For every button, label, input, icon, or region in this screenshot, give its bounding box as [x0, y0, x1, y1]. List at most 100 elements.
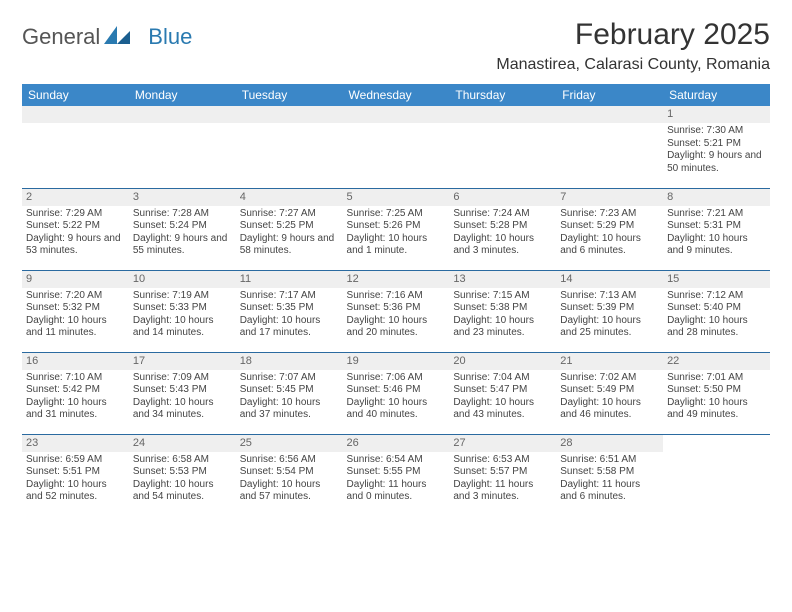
- daylight-line: Daylight: 10 hours and 57 minutes.: [240, 479, 339, 504]
- day-header-row: SundayMondayTuesdayWednesdayThursdayFrid…: [22, 84, 770, 106]
- cell-body: Sunrise: 7:19 AMSunset: 5:33 PMDaylight:…: [129, 288, 236, 344]
- calendar-cell: [129, 106, 236, 188]
- sunset-line: Sunset: 5:38 PM: [453, 302, 552, 315]
- sunset-line: Sunset: 5:46 PM: [347, 384, 446, 397]
- cell-body: Sunrise: 6:59 AMSunset: 5:51 PMDaylight:…: [22, 452, 129, 508]
- logo-text-2: Blue: [148, 24, 192, 50]
- daylight-line: Daylight: 10 hours and 43 minutes.: [453, 397, 552, 422]
- cell-body: Sunrise: 7:17 AMSunset: 5:35 PMDaylight:…: [236, 288, 343, 344]
- cell-body: Sunrise: 7:02 AMSunset: 5:49 PMDaylight:…: [556, 370, 663, 426]
- calendar-cell: 8Sunrise: 7:21 AMSunset: 5:31 PMDaylight…: [663, 188, 770, 270]
- calendar-cell: 16Sunrise: 7:10 AMSunset: 5:42 PMDayligh…: [22, 352, 129, 434]
- calendar-cell: 9Sunrise: 7:20 AMSunset: 5:32 PMDaylight…: [22, 270, 129, 352]
- cell-body: Sunrise: 7:04 AMSunset: 5:47 PMDaylight:…: [449, 370, 556, 426]
- cell-body: Sunrise: 7:28 AMSunset: 5:24 PMDaylight:…: [129, 206, 236, 262]
- day-number: 28: [556, 435, 663, 452]
- calendar-cell: 20Sunrise: 7:04 AMSunset: 5:47 PMDayligh…: [449, 352, 556, 434]
- logo-mark-icon: [104, 24, 130, 50]
- sunrise-line: Sunrise: 7:28 AM: [133, 208, 232, 221]
- calendar-cell: 28Sunrise: 6:51 AMSunset: 5:58 PMDayligh…: [556, 434, 663, 516]
- sunrise-line: Sunrise: 7:20 AM: [26, 290, 125, 303]
- calendar-cell: 10Sunrise: 7:19 AMSunset: 5:33 PMDayligh…: [129, 270, 236, 352]
- sunset-line: Sunset: 5:47 PM: [453, 384, 552, 397]
- sunset-line: Sunset: 5:24 PM: [133, 220, 232, 233]
- cell-body: Sunrise: 7:15 AMSunset: 5:38 PMDaylight:…: [449, 288, 556, 344]
- calendar-cell: 26Sunrise: 6:54 AMSunset: 5:55 PMDayligh…: [343, 434, 450, 516]
- day-number: 25: [236, 435, 343, 452]
- day-header: Saturday: [663, 84, 770, 106]
- daylight-line: Daylight: 9 hours and 53 minutes.: [26, 233, 125, 258]
- daylight-line: Daylight: 10 hours and 3 minutes.: [453, 233, 552, 258]
- sunset-line: Sunset: 5:58 PM: [560, 466, 659, 479]
- day-number: 19: [343, 353, 450, 370]
- calendar-body: 1Sunrise: 7:30 AMSunset: 5:21 PMDaylight…: [22, 106, 770, 516]
- day-header: Sunday: [22, 84, 129, 106]
- daylight-line: Daylight: 10 hours and 34 minutes.: [133, 397, 232, 422]
- cell-body: Sunrise: 6:56 AMSunset: 5:54 PMDaylight:…: [236, 452, 343, 508]
- calendar-cell: 18Sunrise: 7:07 AMSunset: 5:45 PMDayligh…: [236, 352, 343, 434]
- calendar-cell: 23Sunrise: 6:59 AMSunset: 5:51 PMDayligh…: [22, 434, 129, 516]
- title-block: February 2025 Manastirea, Calarasi Count…: [496, 18, 770, 74]
- cell-body: Sunrise: 7:29 AMSunset: 5:22 PMDaylight:…: [22, 206, 129, 262]
- daylight-line: Daylight: 10 hours and 54 minutes.: [133, 479, 232, 504]
- sunrise-line: Sunrise: 7:12 AM: [667, 290, 766, 303]
- sunset-line: Sunset: 5:42 PM: [26, 384, 125, 397]
- calendar-cell: 2Sunrise: 7:29 AMSunset: 5:22 PMDaylight…: [22, 188, 129, 270]
- sunset-line: Sunset: 5:39 PM: [560, 302, 659, 315]
- sunset-line: Sunset: 5:25 PM: [240, 220, 339, 233]
- empty-daynum-bar: [129, 106, 236, 123]
- day-number: 10: [129, 271, 236, 288]
- sunrise-line: Sunrise: 7:17 AM: [240, 290, 339, 303]
- month-title: February 2025: [496, 18, 770, 52]
- sunrise-line: Sunrise: 7:30 AM: [667, 125, 766, 138]
- day-number: 7: [556, 189, 663, 206]
- day-number: 4: [236, 189, 343, 206]
- sunrise-line: Sunrise: 7:27 AM: [240, 208, 339, 221]
- day-number: 3: [129, 189, 236, 206]
- cell-body: Sunrise: 6:54 AMSunset: 5:55 PMDaylight:…: [343, 452, 450, 508]
- sunrise-line: Sunrise: 6:54 AM: [347, 454, 446, 467]
- sunrise-line: Sunrise: 7:24 AM: [453, 208, 552, 221]
- cell-body: Sunrise: 7:23 AMSunset: 5:29 PMDaylight:…: [556, 206, 663, 262]
- calendar-week-row: 9Sunrise: 7:20 AMSunset: 5:32 PMDaylight…: [22, 270, 770, 352]
- sunrise-line: Sunrise: 7:02 AM: [560, 372, 659, 385]
- calendar-cell: 27Sunrise: 6:53 AMSunset: 5:57 PMDayligh…: [449, 434, 556, 516]
- sunset-line: Sunset: 5:26 PM: [347, 220, 446, 233]
- cell-body: Sunrise: 7:24 AMSunset: 5:28 PMDaylight:…: [449, 206, 556, 262]
- calendar-week-row: 1Sunrise: 7:30 AMSunset: 5:21 PMDaylight…: [22, 106, 770, 188]
- cell-body: Sunrise: 7:06 AMSunset: 5:46 PMDaylight:…: [343, 370, 450, 426]
- location-text: Manastirea, Calarasi County, Romania: [496, 56, 770, 74]
- calendar-week-row: 23Sunrise: 6:59 AMSunset: 5:51 PMDayligh…: [22, 434, 770, 516]
- cell-body: Sunrise: 7:13 AMSunset: 5:39 PMDaylight:…: [556, 288, 663, 344]
- calendar-cell: 17Sunrise: 7:09 AMSunset: 5:43 PMDayligh…: [129, 352, 236, 434]
- daylight-line: Daylight: 9 hours and 58 minutes.: [240, 233, 339, 258]
- sunrise-line: Sunrise: 6:53 AM: [453, 454, 552, 467]
- sunset-line: Sunset: 5:32 PM: [26, 302, 125, 315]
- calendar-cell: 15Sunrise: 7:12 AMSunset: 5:40 PMDayligh…: [663, 270, 770, 352]
- sunrise-line: Sunrise: 7:06 AM: [347, 372, 446, 385]
- day-number: 27: [449, 435, 556, 452]
- calendar-cell: 4Sunrise: 7:27 AMSunset: 5:25 PMDaylight…: [236, 188, 343, 270]
- daylight-line: Daylight: 10 hours and 6 minutes.: [560, 233, 659, 258]
- calendar-cell: 6Sunrise: 7:24 AMSunset: 5:28 PMDaylight…: [449, 188, 556, 270]
- day-number: 16: [22, 353, 129, 370]
- sunset-line: Sunset: 5:50 PM: [667, 384, 766, 397]
- day-number: 1: [663, 106, 770, 123]
- daylight-line: Daylight: 10 hours and 9 minutes.: [667, 233, 766, 258]
- sunset-line: Sunset: 5:43 PM: [133, 384, 232, 397]
- daylight-line: Daylight: 9 hours and 55 minutes.: [133, 233, 232, 258]
- empty-daynum-bar: [22, 106, 129, 123]
- daylight-line: Daylight: 10 hours and 28 minutes.: [667, 315, 766, 340]
- day-number: 17: [129, 353, 236, 370]
- calendar-cell: 25Sunrise: 6:56 AMSunset: 5:54 PMDayligh…: [236, 434, 343, 516]
- day-number: 14: [556, 271, 663, 288]
- calendar-cell: 5Sunrise: 7:25 AMSunset: 5:26 PMDaylight…: [343, 188, 450, 270]
- daylight-line: Daylight: 10 hours and 40 minutes.: [347, 397, 446, 422]
- cell-body: Sunrise: 7:27 AMSunset: 5:25 PMDaylight:…: [236, 206, 343, 262]
- sunrise-line: Sunrise: 6:59 AM: [26, 454, 125, 467]
- daylight-line: Daylight: 11 hours and 6 minutes.: [560, 479, 659, 504]
- sunset-line: Sunset: 5:36 PM: [347, 302, 446, 315]
- calendar-cell: [236, 106, 343, 188]
- calendar-cell: [22, 106, 129, 188]
- daylight-line: Daylight: 10 hours and 25 minutes.: [560, 315, 659, 340]
